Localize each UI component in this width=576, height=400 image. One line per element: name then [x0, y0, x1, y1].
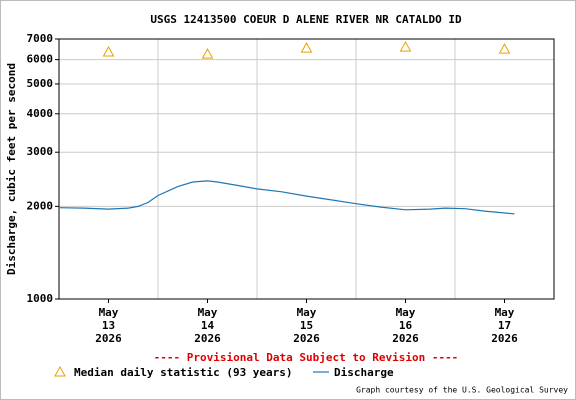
x-tick-label: 2026 [392, 332, 419, 345]
y-tick-label: 5000 [27, 77, 54, 90]
x-tick-label: May [297, 306, 317, 319]
median-marker [498, 43, 511, 54]
x-tick-label: 13 [102, 319, 115, 332]
discharge-line [58, 180, 515, 215]
median-marker [399, 41, 412, 52]
x-tick-label: May [495, 306, 515, 319]
x-tick-label: 2026 [491, 332, 518, 345]
median-marker [102, 45, 115, 57]
y-tick-label: 3000 [27, 145, 54, 158]
y-axis-label: Discharge, cubic feet per second [5, 63, 18, 275]
plot-area [59, 39, 554, 299]
x-tick-label: 16 [399, 319, 413, 332]
x-tick-label: May [396, 306, 416, 319]
plot-border [58, 38, 555, 300]
x-tick-label: May [99, 306, 119, 319]
x-tick-label: 17 [498, 319, 511, 332]
y-tick-label: 2000 [27, 199, 54, 212]
provisional-note: ---- Provisional Data Subject to Revisio… [154, 351, 459, 364]
x-tick-label: 14 [201, 319, 215, 332]
legend-label: Median daily statistic (93 years) [74, 366, 293, 379]
median-marker [201, 48, 214, 59]
credit: Graph courtesy of the U.S. Geological Su… [356, 386, 568, 395]
x-tick-label: 15 [300, 319, 313, 332]
y-tick-label: 7000 [27, 32, 54, 45]
y-tick-label: 1000 [27, 292, 54, 305]
x-tick-label: 2026 [293, 332, 320, 345]
x-tick-label: 2026 [95, 332, 122, 345]
chart-title: USGS 12413500 COEUR D ALENE RIVER NR CAT… [150, 13, 462, 26]
x-tick-label: May [198, 306, 218, 319]
y-tick-label: 4000 [27, 107, 54, 120]
median-marker [300, 42, 313, 53]
x-tick-label: 2026 [194, 332, 221, 345]
legend-marker [54, 365, 66, 377]
y-tick-label: 6000 [27, 53, 54, 66]
legend-label: Discharge [334, 366, 394, 379]
